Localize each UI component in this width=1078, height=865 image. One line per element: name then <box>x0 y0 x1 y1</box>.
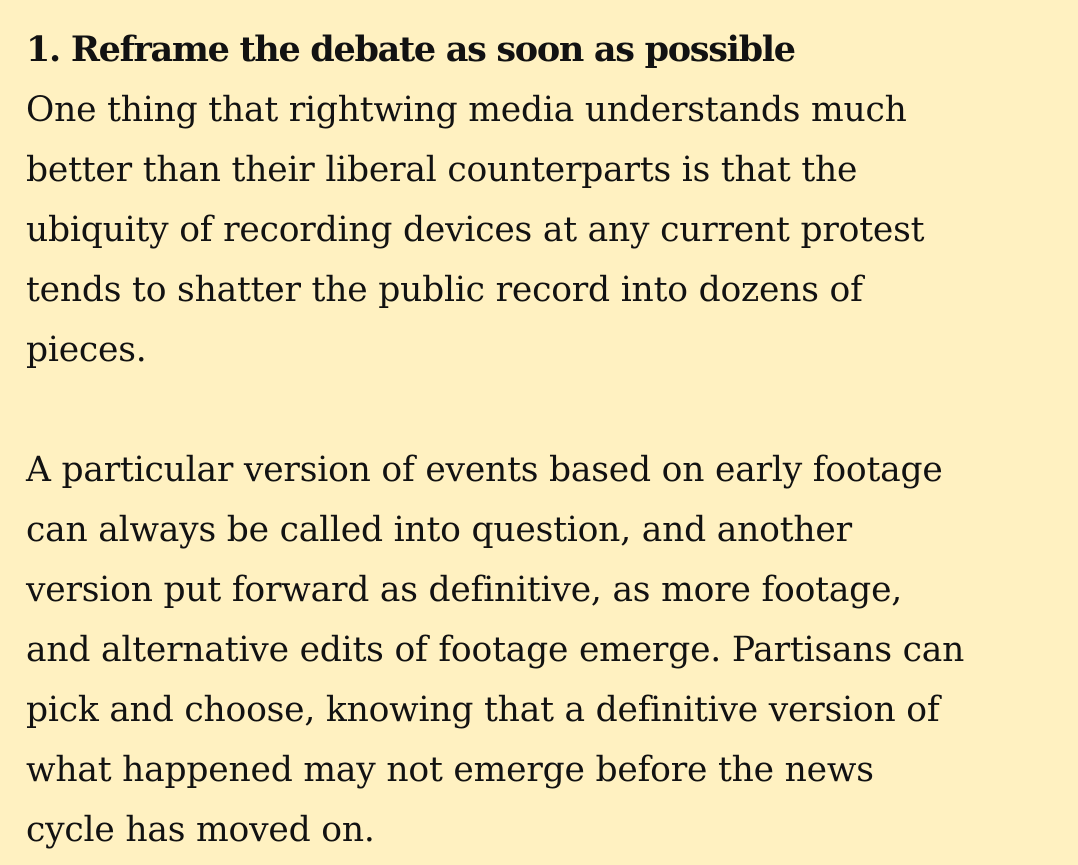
paragraph-line: tends to shatter the public record into … <box>26 270 863 310</box>
paragraph-1: One thing that rightwing media understan… <box>26 80 1042 380</box>
paragraph-line: cycle has moved on. <box>26 810 375 850</box>
paragraph-line: what happened may not emerge before the … <box>26 750 874 790</box>
paragraph-line: better than their liberal counterparts i… <box>26 150 858 190</box>
paragraph-spacer <box>26 380 1042 440</box>
paragraph-line: and alternative edits of footage emerge.… <box>26 630 965 670</box>
paragraph-line: version put forward as definitive, as mo… <box>26 570 903 610</box>
paragraph-line: pick and choose, knowing that a definiti… <box>26 690 940 730</box>
section-heading: 1. Reframe the debate as soon as possibl… <box>26 29 796 70</box>
paragraph-line: ubiquity of recording devices at any cur… <box>26 210 925 250</box>
paragraph-line: pieces. <box>26 330 147 370</box>
paragraph-2: A particular version of events based on … <box>26 440 1042 860</box>
paragraph-line: can always be called into question, and … <box>26 510 852 550</box>
paragraph-line: A particular version of events based on … <box>26 450 943 490</box>
paragraph-line: One thing that rightwing media understan… <box>26 90 907 130</box>
